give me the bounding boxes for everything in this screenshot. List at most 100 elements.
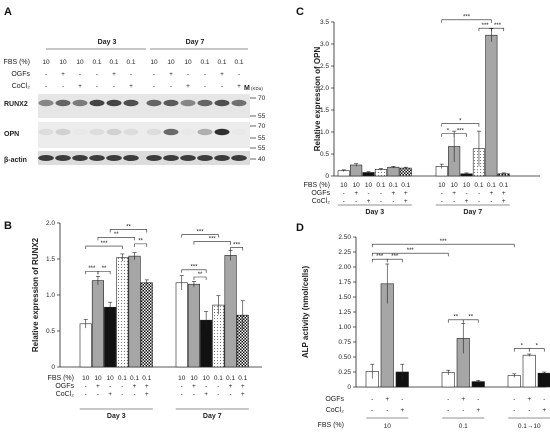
significance-label: * bbox=[536, 343, 539, 349]
significance-label: * bbox=[459, 118, 462, 124]
significance-label: ** bbox=[102, 266, 107, 272]
row-value-fbs: 0.1 bbox=[238, 375, 247, 382]
row-value-fbs: 0.1 bbox=[118, 375, 127, 382]
row-value-fbs: 0.1 bbox=[474, 182, 483, 189]
row-value-cocl2: - bbox=[121, 391, 123, 398]
y-tick-label: 3.0 bbox=[320, 41, 329, 48]
blot-lane-ogfs: - bbox=[45, 71, 47, 78]
row-value-ogfs: + bbox=[385, 396, 389, 403]
row-value-ogfs: + bbox=[354, 190, 358, 197]
marker-40: 40 bbox=[258, 156, 266, 163]
row-value-ogfs: - bbox=[205, 383, 207, 390]
significance-label: *** bbox=[407, 248, 415, 254]
row-value-cocl2: + bbox=[476, 407, 480, 414]
significance-bracket bbox=[181, 234, 219, 238]
row-value-cocl2: + bbox=[145, 391, 149, 398]
significance-label: *** bbox=[209, 237, 217, 243]
blot-lane-fbs: 0.1 bbox=[217, 59, 226, 66]
blot-lane-cocl2: - bbox=[113, 83, 115, 90]
blot-lane-fbs: 10 bbox=[167, 59, 175, 66]
significance-bracket bbox=[386, 258, 403, 263]
significance-label: *** bbox=[197, 229, 205, 235]
actin-band bbox=[72, 155, 88, 161]
panel-c-letter: C bbox=[296, 6, 304, 18]
row-label-cocl2: CoCl₂ bbox=[56, 391, 75, 398]
runx2-band bbox=[214, 99, 230, 107]
blot-group-day3: Day 3 bbox=[98, 39, 117, 46]
band-label-runx2: RUNX2 bbox=[4, 101, 28, 108]
blot-lane-ogfs: + bbox=[169, 71, 173, 78]
y-axis-title: Relative expression of OPN bbox=[313, 47, 322, 152]
opn-band bbox=[89, 128, 105, 136]
y-tick-label: 1.25 bbox=[338, 309, 351, 316]
marker-70a: 70 bbox=[258, 95, 266, 102]
row-value-ogfs: + bbox=[452, 190, 456, 197]
row-value-cocl2: + bbox=[404, 198, 408, 205]
row-value-cocl2: - bbox=[181, 391, 183, 398]
blot-lane-cocl2: + bbox=[78, 83, 82, 90]
row-value-fbs: 10 bbox=[451, 182, 459, 189]
row-value-fbs: 0.1 bbox=[389, 182, 398, 189]
row-value-fbs: 0.1 bbox=[401, 182, 410, 189]
actin-band bbox=[214, 155, 230, 161]
significance-label: ** bbox=[126, 224, 131, 230]
bar bbox=[537, 372, 550, 388]
row-value-cocl2: - bbox=[133, 391, 135, 398]
significance-label: *** bbox=[190, 265, 198, 271]
actin-band bbox=[123, 155, 139, 161]
row-value-cocl2: - bbox=[441, 198, 443, 205]
row-value-ogfs: + bbox=[133, 383, 137, 390]
row-value-ogfs: + bbox=[96, 383, 100, 390]
group-label: Day 7 bbox=[203, 413, 222, 420]
panel-c-opn-chart: C 0 0.5 1.0 1.5 2.0 2.5 3.0 3.5 Relative express… bbox=[278, 0, 550, 216]
opn-band bbox=[72, 128, 88, 136]
significance-label: *** bbox=[88, 266, 96, 272]
row-label-ogfs: OGFs bbox=[55, 383, 74, 390]
opn-band bbox=[231, 128, 247, 136]
significance-label: ** bbox=[138, 239, 143, 245]
runx2-band bbox=[72, 99, 88, 107]
panel-a-letter: A bbox=[4, 6, 12, 18]
blot-lane-cocl2: + bbox=[129, 83, 133, 90]
row-value-fbs: 10 bbox=[94, 375, 102, 382]
significance-label: *** bbox=[376, 254, 384, 260]
row-value-ogfs: + bbox=[391, 190, 395, 197]
actin-band bbox=[180, 155, 196, 161]
row-value-cocl2: + bbox=[204, 391, 208, 398]
row-value-ogfs: - bbox=[367, 190, 369, 197]
blot-row-fbs: FBS (%) bbox=[4, 59, 30, 66]
y-tick-label: 2.5 bbox=[320, 63, 329, 70]
marker-header: M bbox=[244, 85, 250, 92]
row-value-ogfs: - bbox=[401, 396, 403, 403]
row-value-cocl2: - bbox=[513, 407, 515, 414]
row-value-cocl2: + bbox=[542, 407, 546, 414]
runx2-band bbox=[106, 99, 122, 107]
band-label-actin: β-actin bbox=[4, 157, 27, 164]
significance-bracket bbox=[134, 243, 148, 247]
y-tick-label: 0.75 bbox=[338, 339, 351, 346]
row-value-cocl2: + bbox=[108, 391, 112, 398]
row-value-fbs: 10 bbox=[107, 375, 115, 382]
bar bbox=[79, 323, 92, 368]
row-value-ogfs: + bbox=[527, 396, 531, 403]
row-value-fbs: 10 bbox=[340, 182, 348, 189]
row-value-ogfs: - bbox=[441, 190, 443, 197]
panel-a-western-blot: A Day 3 Day 7 FBS (%) OGFs CoCl₂ 10 - - 10 +… bbox=[0, 0, 270, 180]
blot-lane-ogfs: + bbox=[220, 71, 224, 78]
panel-d-alp-chart: D 0 0.25 0.50 0.75 1.00 1.25 1.50 1.75 2.00 2.25 2… bbox=[278, 215, 550, 439]
opn-band bbox=[55, 128, 71, 136]
row-value-ogfs: + bbox=[502, 190, 506, 197]
row-value-cocl2: - bbox=[453, 198, 455, 205]
y-tick-label: 1.50 bbox=[338, 294, 351, 301]
blot-lane-cocl2: - bbox=[153, 83, 155, 90]
row-value-cocl2: - bbox=[371, 407, 373, 414]
blot-lane-cocl2: - bbox=[170, 83, 172, 90]
group-label: Day 7 bbox=[463, 209, 482, 215]
significance-bracket bbox=[97, 270, 111, 275]
blot-lane-labels: 10 - - 10 + - 10 - +0.1 - - 0.1 + - 0.1 - +10 - - 10 + - 10 - +0… bbox=[42, 59, 244, 90]
band-label-opn: OPN bbox=[4, 131, 19, 138]
row-label-ogfs: OGFs bbox=[311, 190, 330, 197]
row-value-cocl2: - bbox=[380, 198, 382, 205]
bar bbox=[522, 354, 536, 388]
actin-band bbox=[231, 155, 247, 161]
